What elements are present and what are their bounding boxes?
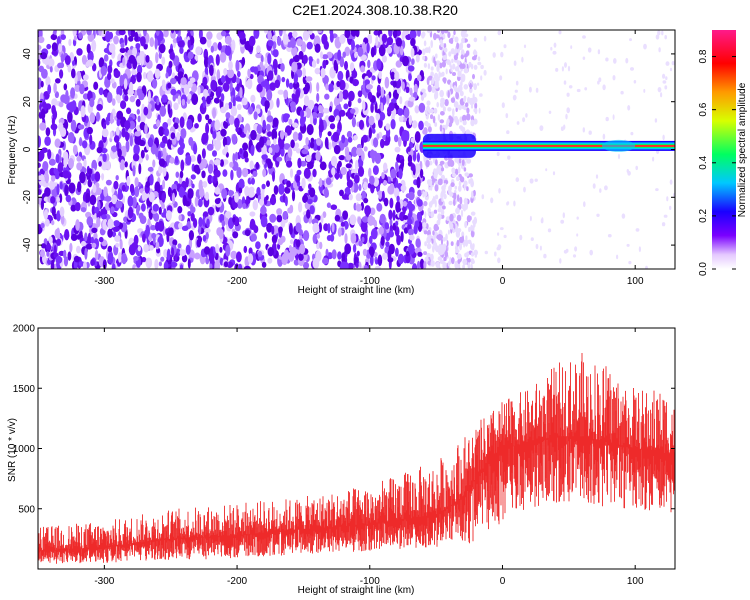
tone-band-core bbox=[422, 144, 675, 147]
colorbar-tick-label: 0.6 bbox=[698, 102, 709, 116]
spectrogram-x-tick-label: -100 bbox=[360, 276, 380, 287]
tone-hotspot bbox=[602, 139, 636, 152]
snr-x-tick-label: 100 bbox=[627, 576, 644, 587]
snr-y-label: SNR (10 * v/v) bbox=[7, 418, 18, 482]
snr-x-tick-label: -200 bbox=[227, 576, 247, 587]
colorbar-tick-label: 0.2 bbox=[698, 209, 709, 223]
spectrogram-y-tick-label: 0 bbox=[22, 146, 33, 152]
snr-y-tick-label: 500 bbox=[18, 504, 35, 515]
snr-panel: -300 -200 -100 0 100 500 1000 1500 2000 Height … bbox=[7, 324, 676, 596]
colorbar-ticks: 0.0 0.2 0.4 0.6 0.8 bbox=[698, 49, 736, 276]
spectrogram-y-tick-label: 20 bbox=[22, 96, 33, 108]
snr-y-tick-label: 2000 bbox=[13, 324, 36, 335]
colorbar-gradient bbox=[712, 30, 736, 269]
snr-x-label: Height of straight line (km) bbox=[298, 585, 415, 596]
spectrogram-y-tick-label: -20 bbox=[22, 190, 33, 205]
colorbar-tick-label: 0.0 bbox=[698, 262, 709, 276]
snr-x-tick-label: -100 bbox=[360, 576, 380, 587]
snr-series bbox=[38, 353, 675, 564]
spectrogram-x-tick-label: 0 bbox=[500, 276, 506, 287]
spectrogram-x-tick-label: 100 bbox=[627, 276, 644, 287]
spectrogram-x-label: Height of straight line (km) bbox=[298, 285, 415, 296]
spectrogram-y-tick-label: -40 bbox=[22, 237, 33, 252]
snr-x-axis: -300 -200 -100 0 100 bbox=[94, 328, 644, 587]
spectrogram-x-tick-label: -300 bbox=[94, 276, 114, 287]
spectrogram-tone-layer bbox=[422, 133, 675, 158]
colorbar: 0.0 0.2 0.4 0.6 0.8 Normalized spectral ampl… bbox=[698, 30, 748, 276]
spectrogram-y-label: Frequency (Hz) bbox=[7, 116, 18, 185]
snr-y-axis: 500 1000 1500 2000 bbox=[13, 324, 675, 515]
snr-y-tick-label: 1500 bbox=[13, 384, 36, 395]
spectrogram-noise-layer bbox=[38, 30, 675, 269]
spectrogram-x-tick-label: -200 bbox=[227, 276, 247, 287]
colorbar-tick-label: 0.8 bbox=[698, 49, 709, 63]
colorbar-label: Normalized spectral amplitude bbox=[737, 82, 748, 217]
page-title: C2E1.2024.308.10.38.R20 bbox=[292, 2, 458, 18]
spectrogram-y-tick-label: 40 bbox=[22, 48, 33, 60]
snr-x-tick-label: -300 bbox=[94, 576, 114, 587]
snr-trace bbox=[38, 353, 675, 564]
spectrogram-y-axis: -40 -20 0 20 40 bbox=[22, 48, 675, 252]
colorbar-tick-label: 0.4 bbox=[698, 155, 709, 169]
spectrogram-x-axis: -300 -200 -100 0 100 bbox=[94, 30, 644, 287]
snr-y-tick-label: 1000 bbox=[13, 444, 36, 455]
snr-x-tick-label: 0 bbox=[500, 576, 506, 587]
